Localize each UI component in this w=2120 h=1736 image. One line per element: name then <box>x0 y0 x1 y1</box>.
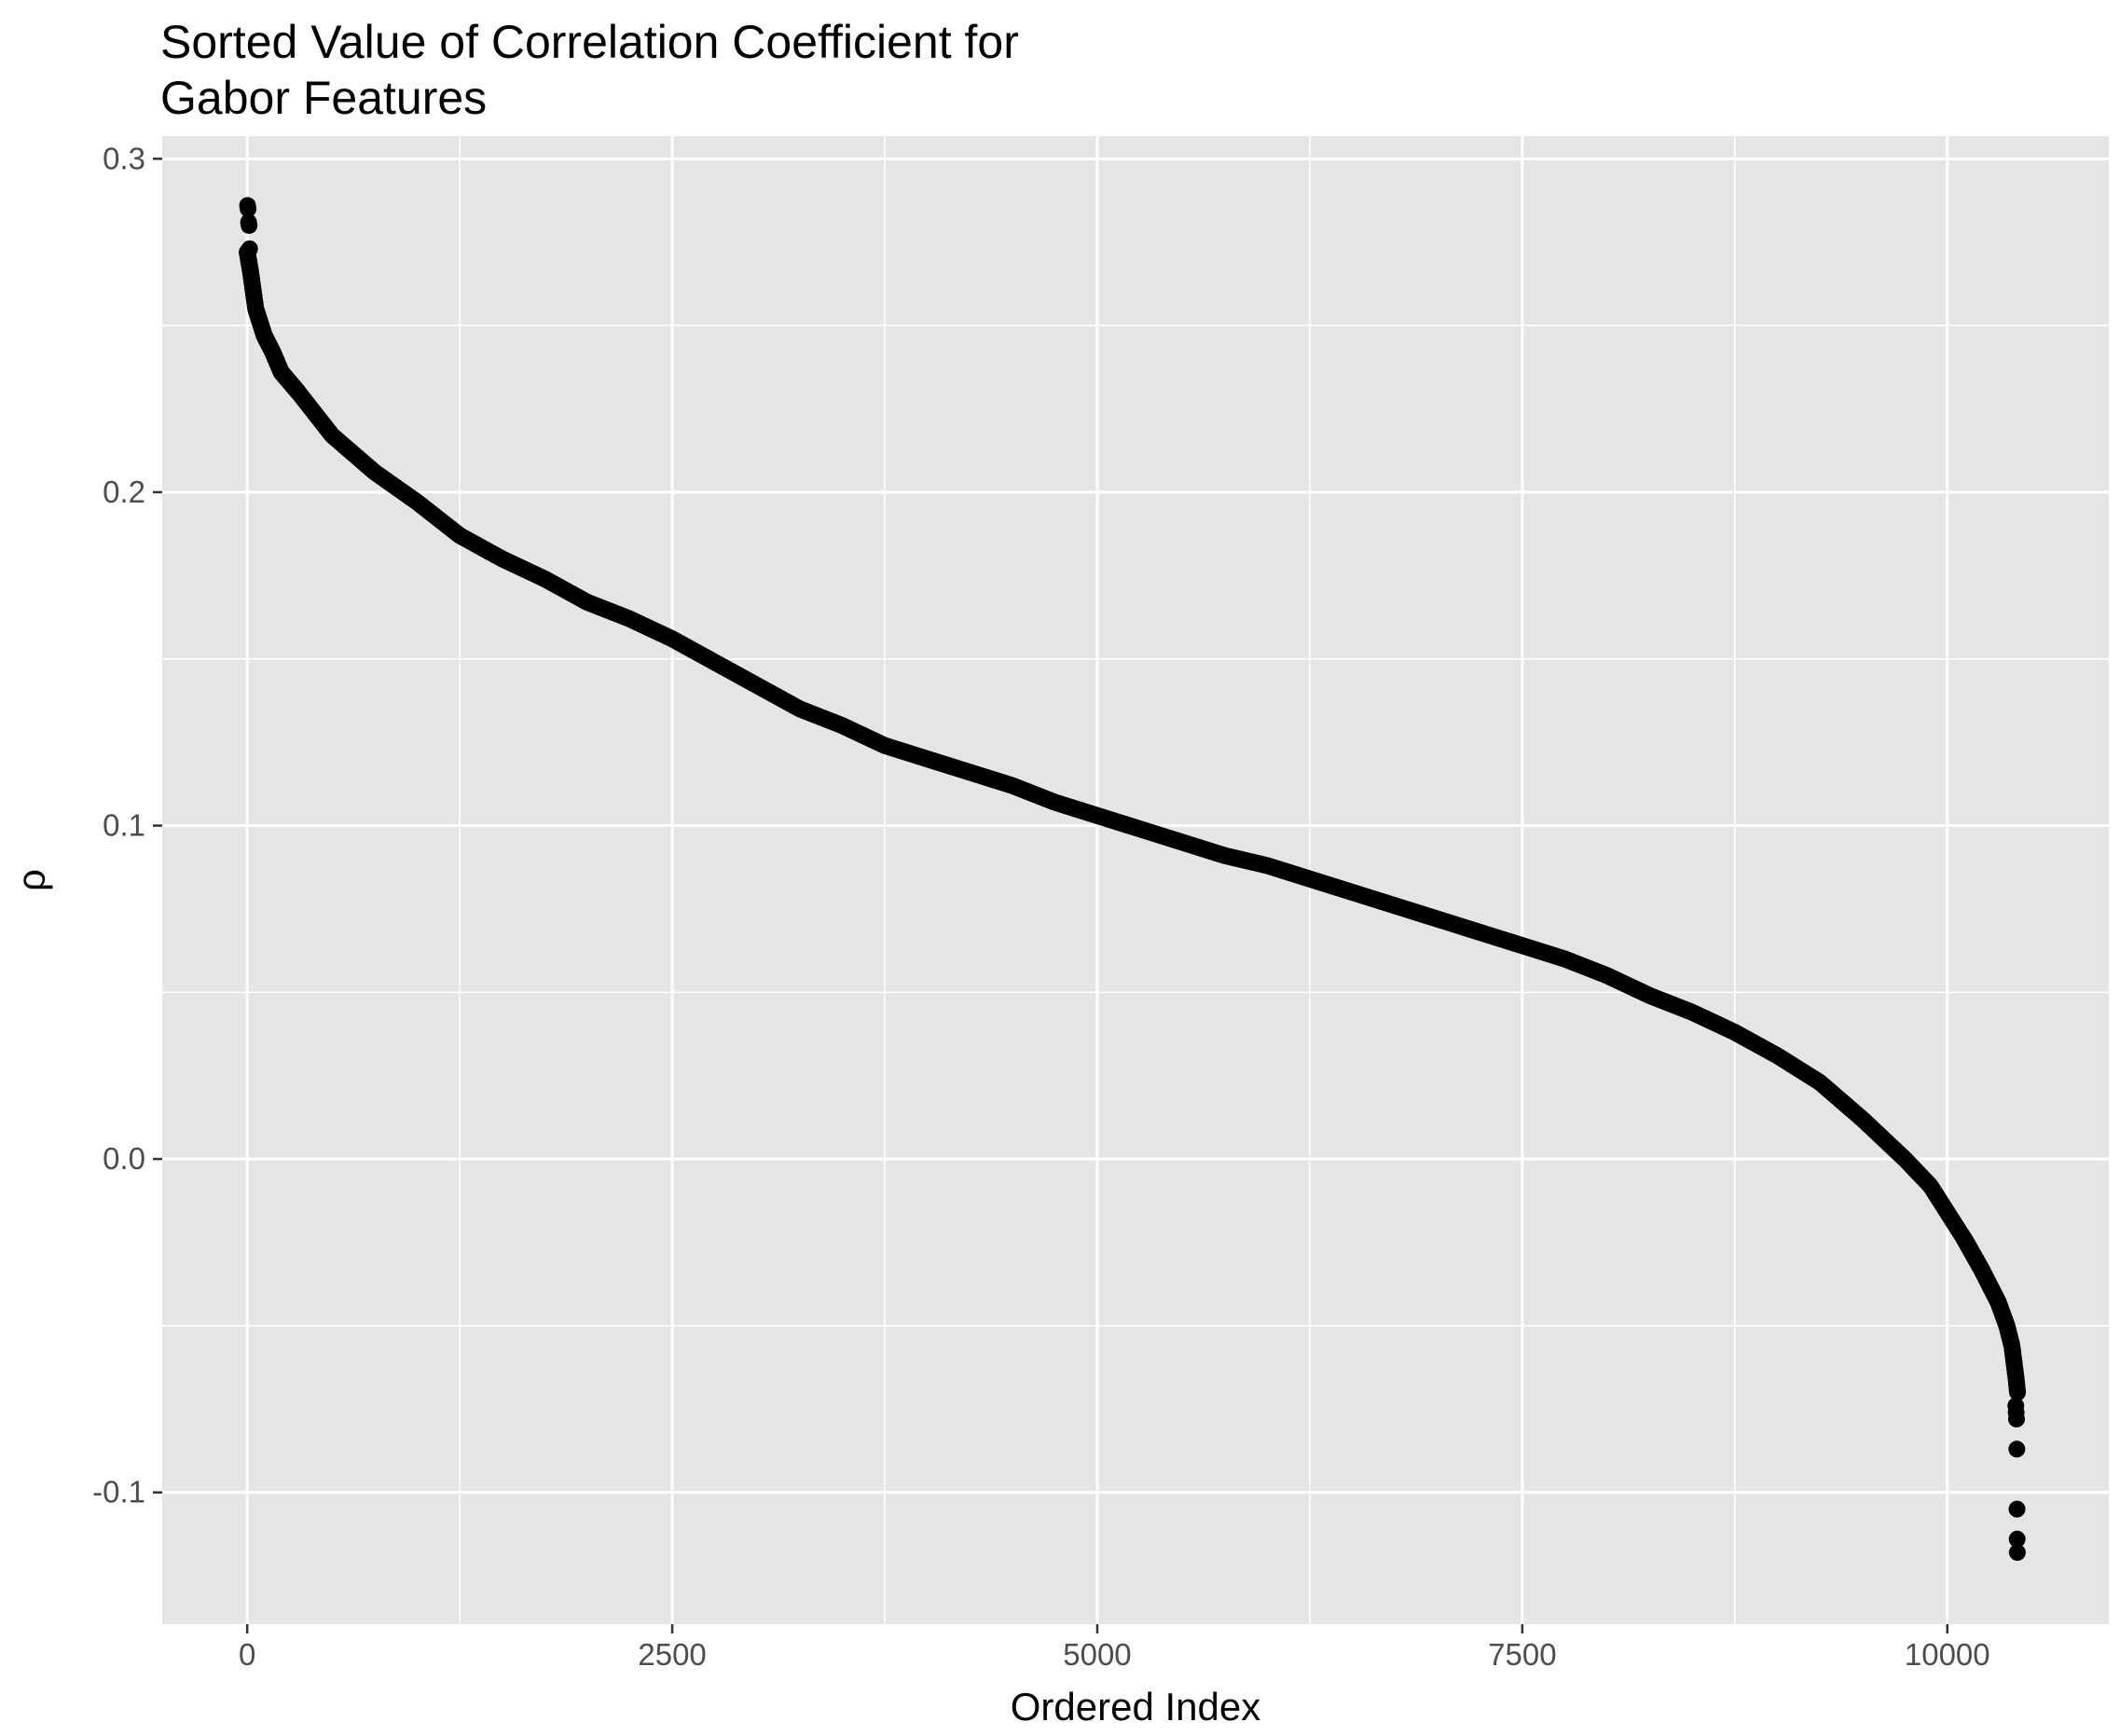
axis-ticks <box>153 158 1949 1633</box>
outlier-point <box>2008 1500 2026 1518</box>
outlier-point <box>241 216 258 234</box>
y-tick-label: 0.2 <box>103 475 145 509</box>
outlier-point <box>2008 1544 2026 1562</box>
data-point <box>289 383 307 401</box>
chart-title-line-2: Gabor Features <box>160 72 487 124</box>
y-axis-title: ρ <box>9 869 53 891</box>
outlier-point <box>2008 1530 2026 1548</box>
major-gridlines <box>162 136 2109 1624</box>
plot-panel <box>162 136 2109 1624</box>
outlier-point <box>241 240 258 257</box>
x-tick-label: 5000 <box>1063 1637 1131 1672</box>
minor-gridlines <box>162 136 2109 1624</box>
y-tick-label: 0.1 <box>103 808 145 843</box>
chart-title-line-1: Sorted Value of Correlation Coefficient … <box>160 16 1019 68</box>
y-tick-label: 0.0 <box>103 1141 145 1176</box>
data-point <box>2009 1384 2027 1401</box>
outlier-point <box>240 200 257 217</box>
x-tick-label: 0 <box>239 1637 255 1672</box>
x-axis-title: Ordered Index <box>1011 1685 1261 1729</box>
outlier-point <box>2007 1411 2025 1428</box>
data-points <box>239 197 2027 1562</box>
outlier-point <box>2008 1440 2026 1458</box>
x-tick-label: 7500 <box>1488 1637 1556 1672</box>
y-tick-label: -0.1 <box>92 1475 145 1509</box>
x-tick-label: 2500 <box>638 1637 706 1672</box>
y-tick-label: 0.3 <box>103 141 145 175</box>
x-tick-label: 10000 <box>1905 1637 1990 1672</box>
